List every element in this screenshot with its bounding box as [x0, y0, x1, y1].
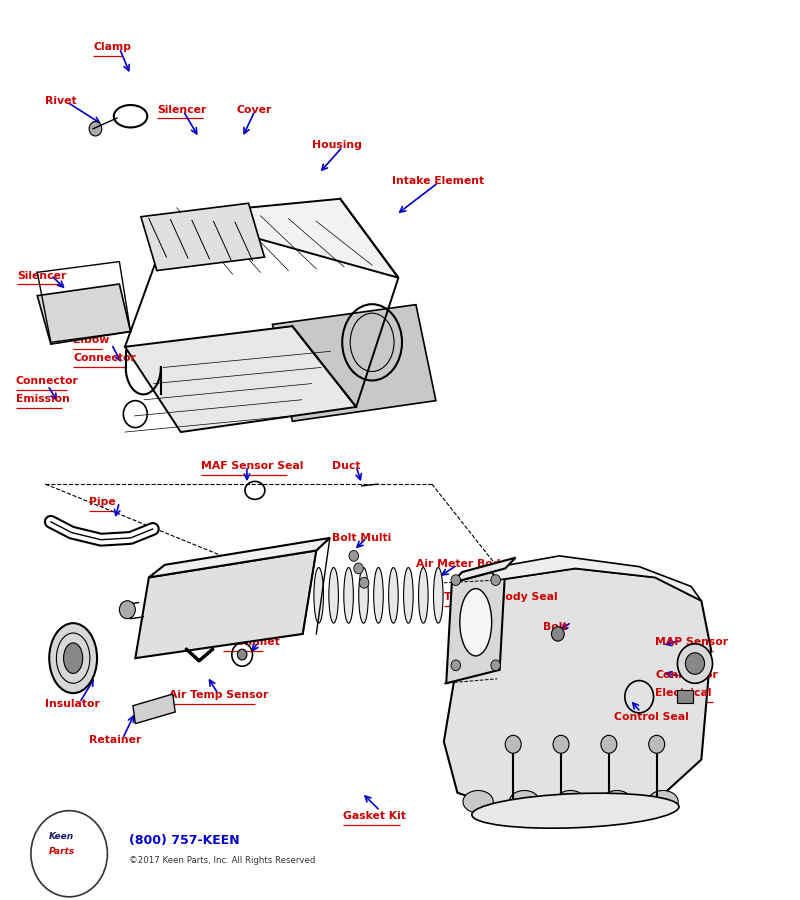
Text: Grommet: Grommet: [223, 636, 280, 646]
Ellipse shape: [510, 790, 539, 813]
Polygon shape: [135, 551, 316, 658]
Text: Bolt Multi: Bolt Multi: [332, 533, 391, 543]
Polygon shape: [444, 569, 711, 816]
Circle shape: [31, 811, 107, 896]
Text: Silencer: Silencer: [157, 104, 206, 114]
Circle shape: [119, 600, 135, 618]
Text: Control Seal: Control Seal: [614, 712, 689, 722]
Ellipse shape: [389, 568, 398, 623]
Text: Throttle Body Seal: Throttle Body Seal: [444, 592, 558, 602]
Circle shape: [491, 660, 501, 670]
Circle shape: [553, 735, 569, 753]
Text: MAP Sensor: MAP Sensor: [655, 636, 728, 646]
Circle shape: [551, 626, 564, 641]
Circle shape: [349, 551, 358, 562]
Text: (800) 757-KEEN: (800) 757-KEEN: [129, 833, 239, 847]
Ellipse shape: [463, 790, 494, 813]
Text: Retainer: Retainer: [89, 735, 142, 745]
Text: Rivet: Rivet: [46, 95, 77, 105]
Circle shape: [491, 575, 501, 586]
Circle shape: [89, 122, 102, 136]
Polygon shape: [490, 556, 702, 600]
Text: Clamp: Clamp: [93, 41, 131, 52]
Text: Pipe: Pipe: [89, 497, 116, 507]
Ellipse shape: [50, 623, 97, 693]
Circle shape: [238, 649, 247, 660]
Polygon shape: [125, 215, 173, 346]
Polygon shape: [38, 284, 130, 344]
Ellipse shape: [418, 568, 428, 623]
Circle shape: [601, 735, 617, 753]
Polygon shape: [141, 203, 265, 271]
Text: Housing: Housing: [312, 140, 362, 150]
Text: Connector: Connector: [73, 353, 136, 363]
Circle shape: [506, 735, 521, 753]
Ellipse shape: [472, 793, 679, 828]
Polygon shape: [173, 199, 398, 278]
Ellipse shape: [460, 589, 492, 656]
Text: ©2017 Keen Parts, Inc. All Rights Reserved: ©2017 Keen Parts, Inc. All Rights Reserv…: [129, 857, 315, 866]
Text: Emission: Emission: [16, 394, 70, 404]
Ellipse shape: [648, 790, 678, 813]
Text: Silencer: Silencer: [18, 271, 66, 281]
Circle shape: [678, 644, 713, 683]
Polygon shape: [446, 569, 506, 683]
Text: Insulator: Insulator: [46, 699, 100, 709]
Text: MAF Sensor Seal: MAF Sensor Seal: [201, 461, 303, 471]
Text: Parts: Parts: [50, 847, 75, 856]
Text: Air Meter Body: Air Meter Body: [416, 560, 507, 570]
Circle shape: [686, 652, 705, 674]
Ellipse shape: [344, 568, 354, 623]
Text: Cover: Cover: [237, 104, 272, 114]
Ellipse shape: [602, 790, 632, 813]
Text: Gasket Kit: Gasket Kit: [342, 811, 406, 821]
Ellipse shape: [434, 568, 443, 623]
Circle shape: [354, 563, 363, 574]
Polygon shape: [149, 538, 330, 578]
Circle shape: [451, 575, 461, 586]
Text: Bolt: Bolt: [543, 622, 568, 633]
Ellipse shape: [314, 568, 323, 623]
Text: Intake Element: Intake Element: [392, 176, 484, 186]
Text: Electrical: Electrical: [655, 688, 712, 698]
Ellipse shape: [329, 568, 338, 623]
Text: Elbow: Elbow: [73, 335, 110, 346]
Text: Duct: Duct: [332, 461, 361, 471]
Circle shape: [649, 735, 665, 753]
Polygon shape: [273, 304, 436, 421]
Ellipse shape: [403, 568, 413, 623]
Polygon shape: [125, 326, 356, 432]
Ellipse shape: [374, 568, 383, 623]
Text: Keen: Keen: [50, 832, 74, 842]
Text: Connector: Connector: [16, 376, 78, 386]
Ellipse shape: [63, 643, 82, 673]
Ellipse shape: [555, 790, 586, 813]
Polygon shape: [452, 558, 515, 583]
Polygon shape: [678, 690, 694, 703]
Circle shape: [451, 660, 461, 670]
Text: Air Temp Sensor: Air Temp Sensor: [169, 690, 268, 700]
Text: Connector: Connector: [655, 670, 718, 680]
Polygon shape: [133, 694, 175, 724]
Circle shape: [359, 578, 369, 589]
Ellipse shape: [358, 568, 368, 623]
